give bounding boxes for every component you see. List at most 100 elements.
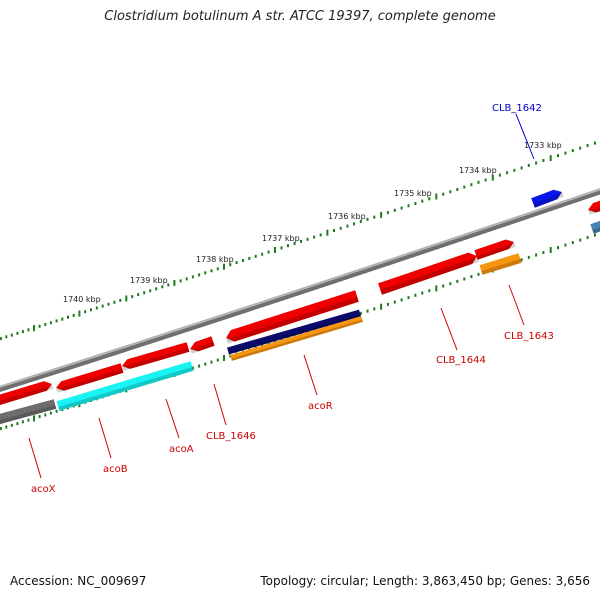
gene-label-clb-1642[interactable]: CLB_1642 — [492, 103, 542, 114]
tick-label-1734: 1734 kbp — [459, 166, 497, 175]
outer-tick-minor — [449, 190, 452, 194]
outer-tick-minor — [313, 235, 316, 239]
inner-tick-minor — [216, 358, 219, 362]
outer-tick-minor — [21, 330, 24, 334]
outer-tick-minor — [254, 254, 257, 258]
inner-tick-minor — [442, 284, 445, 288]
outer-tick-minor — [210, 269, 213, 273]
outer-tick-minor — [386, 211, 389, 215]
outer-tick-minor — [359, 220, 362, 224]
outer-tick-minor — [38, 324, 41, 328]
outer-tick-minor — [131, 295, 134, 299]
outer-tick-minor — [527, 163, 530, 167]
outer-tick-minor — [442, 192, 445, 196]
gene-lower-right-edge-shade — [592, 227, 600, 234]
inner-tick-minor — [280, 337, 283, 341]
inner-tick-minor — [16, 422, 19, 426]
gene-upper-clb-1646[interactable] — [190, 336, 215, 352]
inner-tick-minor — [49, 411, 52, 415]
gene-upper-right-edge[interactable] — [588, 199, 600, 213]
inner-tick-minor — [535, 253, 538, 257]
gene-lower-acor-orange-shade — [231, 319, 363, 361]
gene-label-clb-1643[interactable]: CLB_1643 — [504, 331, 554, 342]
outer-tick-minor — [463, 185, 466, 189]
gene-upper-acob-shade — [56, 369, 124, 393]
gene-label-clb-1644[interactable]: CLB_1644 — [436, 355, 486, 366]
outer-tick-minor — [421, 199, 424, 203]
outer-tick-minor — [280, 246, 283, 250]
tick-label-1736: 1736 kbp — [328, 212, 366, 221]
outer-tick-minor — [216, 267, 219, 271]
inner-tick-minor — [542, 251, 545, 254]
inner-tick-major — [223, 355, 225, 361]
inner-tick-minor — [564, 243, 567, 247]
genome-backbone-highlight — [0, 188, 600, 388]
outer-tick-minor — [414, 202, 417, 205]
outer-tick-minor — [535, 161, 538, 165]
outer-tick-major — [491, 174, 494, 181]
gene-lower-acox[interactable] — [0, 399, 57, 425]
gene-upper-left-edge[interactable] — [0, 381, 52, 406]
gene-upper-right-edge-shade — [588, 206, 600, 215]
outer-tick-major — [435, 193, 438, 200]
inner-tick-minor — [191, 366, 194, 370]
leader-clb-1642 — [515, 113, 535, 160]
gene-label-acoa[interactable]: acoA — [169, 444, 194, 455]
outer-tick-minor — [400, 206, 403, 210]
outer-tick-minor — [67, 315, 69, 319]
inner-tick-minor — [400, 298, 403, 302]
outer-tick-minor — [143, 291, 146, 295]
inner-tick-minor — [44, 413, 47, 417]
gene-lower-right-edge[interactable] — [590, 219, 600, 234]
gene-upper-clb-1644[interactable] — [378, 252, 477, 295]
gene-label-clb-1646[interactable]: CLB_1646 — [206, 431, 256, 442]
gene-lower-acor-navy[interactable] — [227, 309, 361, 355]
gene-lower-acor-navy-shade — [228, 313, 361, 355]
outer-tick-minor — [339, 226, 342, 230]
inner-tick-major — [549, 247, 552, 253]
inner-tick-minor — [0, 427, 2, 431]
outer-tick-minor — [113, 300, 116, 304]
gene-features — [0, 189, 600, 425]
outer-tick-minor — [72, 313, 75, 317]
inner-tick-minor — [449, 282, 452, 286]
outer-tick-minor — [407, 204, 410, 208]
gene-lower-acor-orange[interactable] — [230, 316, 363, 361]
outer-tick-minor — [300, 239, 302, 243]
outer-tick-minor — [477, 180, 480, 184]
gene-upper-clb-1643-shade — [476, 242, 516, 260]
tick-label-1739: 1739 kbp — [130, 276, 168, 285]
inner-tick-minor — [393, 300, 396, 304]
outer-tick-minor — [198, 273, 201, 277]
outer-tick-minor — [586, 144, 589, 148]
outer-tick-major — [125, 295, 128, 302]
gene-label-acox[interactable]: acoX — [31, 484, 56, 495]
gene-label-acob[interactable]: acoB — [103, 464, 128, 475]
gene-upper-clb-1643[interactable] — [474, 239, 514, 260]
gene-upper-acob[interactable] — [56, 363, 124, 391]
outer-tick-minor — [571, 149, 574, 153]
inner-tick-minor — [21, 420, 24, 424]
gene-label-acor[interactable]: acoR — [308, 401, 333, 412]
genome-backbone — [0, 188, 600, 392]
tick-label-1733: 1733 kbp — [524, 141, 562, 150]
gene-upper-acor[interactable] — [226, 290, 359, 342]
leader-clb-1643 — [508, 284, 525, 326]
outer-tick-minor — [167, 283, 170, 287]
outer-tick-minor — [470, 183, 473, 187]
outer-tick-minor — [229, 263, 232, 267]
inner-tick-minor — [456, 279, 459, 283]
outer-tick-minor — [61, 317, 64, 321]
gene-upper-clb-1642[interactable] — [531, 189, 562, 208]
gene-lower-clb-1643[interactable] — [479, 253, 522, 275]
gene-lower-acob[interactable] — [56, 361, 194, 411]
inner-tick-major — [274, 338, 276, 345]
label-leaders — [28, 113, 535, 479]
outer-tick-minor — [248, 256, 251, 260]
outer-tick-minor — [319, 233, 322, 237]
gene-upper-acoa[interactable] — [122, 342, 190, 369]
gene-lower-clb-1643-shade — [481, 259, 522, 275]
outer-tick-major — [173, 279, 176, 286]
outer-tick-major — [380, 211, 383, 218]
tick-label-1738: 1738 kbp — [196, 255, 234, 264]
